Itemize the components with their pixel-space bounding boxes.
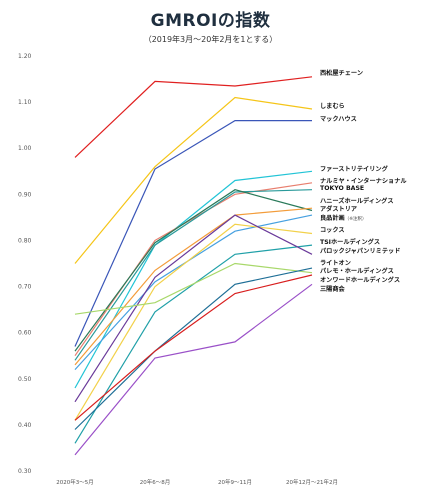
series-label: ハニーズホールディングス	[320, 197, 394, 205]
y-tick-label: 0.30	[18, 468, 32, 475]
y-tick-label: 0.90	[18, 191, 32, 198]
y-tick-label: 0.60	[18, 330, 32, 337]
series-line	[74, 223, 313, 421]
series-line	[74, 274, 313, 421]
y-tick-label: 0.70	[18, 284, 32, 291]
series-line	[74, 170, 313, 389]
series-label: パレモ・ホールディングス	[320, 267, 394, 275]
series-line	[74, 262, 313, 315]
series-line	[74, 182, 313, 357]
y-tick-label: 0.40	[18, 422, 32, 429]
series-line	[74, 207, 313, 366]
x-tick-label: 20年9〜11月	[218, 478, 252, 486]
y-tick-label: 1.00	[18, 145, 32, 152]
chart-title: GMROIの指数	[150, 11, 271, 31]
y-tick-label: 1.20	[18, 53, 32, 60]
series-label: TOKYO BASE	[320, 185, 364, 192]
y-tick-label: 0.50	[18, 376, 32, 383]
series-line	[74, 189, 313, 352]
series-line	[74, 76, 313, 158]
series-label: TSIホールディングス	[320, 238, 380, 246]
series-label: アダストリア	[320, 205, 357, 213]
series-line	[74, 267, 313, 430]
series-line	[74, 283, 313, 456]
x-tick-label: 20年6〜8月	[140, 478, 171, 486]
x-tick-label: 2020年3〜5月	[56, 478, 94, 486]
y-tick-label: 0.80	[18, 237, 32, 244]
series-label: ファーストリテイリング	[320, 165, 389, 173]
series-label: ナルミヤ・インターナショナル	[320, 177, 407, 185]
series-label: しまむら	[320, 102, 345, 110]
series-label: マックハウス	[320, 115, 357, 123]
x-tick-label: 20年12月〜21年2月	[286, 478, 338, 486]
series-line	[74, 119, 312, 347]
series-label: 良品計画（※注釈）	[320, 214, 367, 222]
series-line	[74, 96, 313, 264]
series-label: 三陽商会	[320, 285, 346, 293]
series-label: 西松屋チェーン	[320, 69, 363, 77]
series-line	[74, 214, 313, 371]
chart-subtitle: （2019年3月〜20年2月を1とする）	[143, 35, 278, 44]
series-label: オンワードホールディングス	[320, 276, 400, 284]
series-label-note: （※注釈）	[345, 215, 367, 222]
series-line	[74, 244, 313, 444]
series-line	[74, 189, 313, 361]
series-label: コックス	[320, 226, 345, 234]
y-tick-label: 1.10	[18, 99, 32, 106]
series-label: ライトオン	[320, 260, 351, 267]
series-label: パロックジャパンリミテッド	[320, 247, 400, 255]
series-line	[74, 214, 313, 403]
